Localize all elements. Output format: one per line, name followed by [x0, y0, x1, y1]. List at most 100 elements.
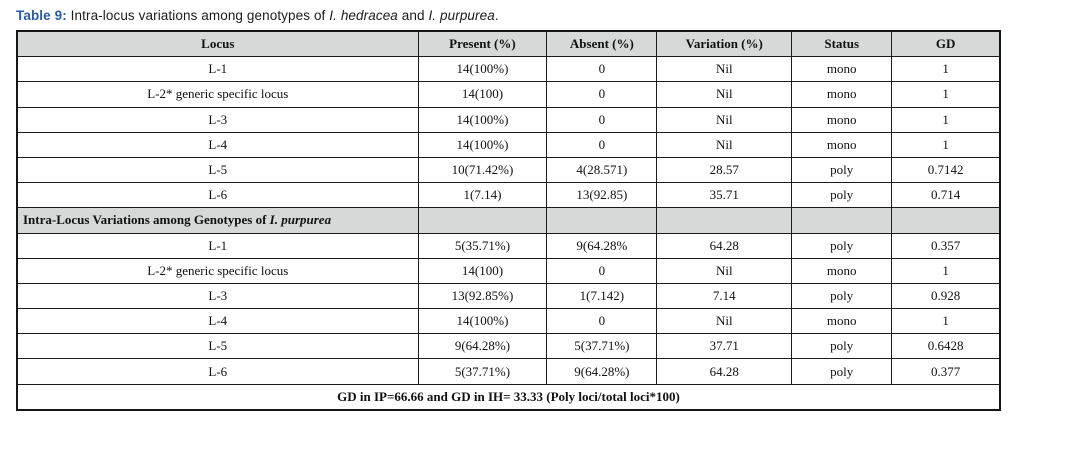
- cell-absent: 0: [546, 257, 658, 284]
- table-caption-text: Intra-locus variations among genotypes o…: [66, 8, 330, 23]
- column-header-status: Status: [791, 30, 893, 58]
- cell-status: poly: [791, 358, 893, 385]
- cell-absent: 0: [546, 131, 658, 158]
- cell-gd: 1: [891, 81, 1001, 108]
- cell-gd: 1: [891, 56, 1001, 83]
- cell-absent: 5(37.71%): [546, 333, 658, 360]
- species-name-purpurea: I. purpurea: [428, 8, 495, 23]
- cell-absent: 9(64.28%: [546, 232, 658, 259]
- table-body: L-1 14(100%) 0 Nil mono 1 L-2* generic specifi…: [16, 56, 1001, 411]
- cell-variation: 7.14: [656, 282, 793, 310]
- cell-absent: 0: [546, 81, 658, 108]
- cell-variation: Nil: [656, 106, 793, 133]
- table-caption-period: .: [494, 8, 499, 23]
- cell-variation: Nil: [656, 131, 793, 158]
- table-row: L-3 14(100%) 0 Nil mono 1: [16, 106, 1001, 133]
- cell-absent: 13(92.85): [546, 182, 658, 209]
- column-header-locus: Locus: [16, 30, 419, 58]
- cell-status: poly: [791, 232, 893, 259]
- cell-present: 10(71.42%): [417, 156, 548, 184]
- cell-locus: L-4: [16, 308, 419, 335]
- cell-absent: 9(64.28%): [546, 358, 658, 385]
- cell-present: 1(7.14): [417, 182, 548, 209]
- cell-present: 14(100): [417, 81, 548, 108]
- table-caption-label: Table 9:: [16, 8, 67, 23]
- cell-present: 14(100%): [417, 56, 548, 83]
- cell-status: poly: [791, 282, 893, 310]
- cell-locus: L-6: [16, 358, 419, 385]
- cell-present: 14(100): [417, 257, 548, 284]
- cell-status: mono: [791, 131, 893, 158]
- table-row: L-1 5(35.71%) 9(64.28% 64.28 poly 0.357: [16, 232, 1001, 259]
- cell-locus: L-3: [16, 106, 419, 133]
- cell-gd: 0.6428: [891, 333, 1001, 360]
- table-row: L-4 14(100%) 0 Nil mono 1: [16, 308, 1001, 335]
- cell-locus: L-2* generic specific locus: [16, 81, 419, 108]
- table-row: L-2* generic specific locus 14(100) 0 Nil mo…: [16, 81, 1001, 108]
- cell-locus: L-5: [16, 333, 419, 360]
- cell-locus: L-5: [16, 156, 419, 184]
- cell-locus: L-1: [16, 56, 419, 83]
- cell-gd: 1: [891, 131, 1001, 158]
- cell-absent: 4(28.571): [546, 156, 658, 184]
- table-row: L-4 14(100%) 0 Nil mono 1: [16, 131, 1001, 158]
- cell-variation: Nil: [656, 56, 793, 83]
- cell-gd: 0.377: [891, 358, 1001, 385]
- column-header-absent: Absent (%): [546, 30, 658, 58]
- cell-variation: 28.57: [656, 156, 793, 184]
- cell-locus: L-1: [16, 232, 419, 259]
- cell-variation: 37.71: [656, 333, 793, 360]
- section-header-cell: Intra-Locus Variations among Genotypes o…: [16, 207, 419, 234]
- cell-status: mono: [791, 81, 893, 108]
- cell-status: poly: [791, 333, 893, 360]
- section-empty-cell: [791, 207, 893, 234]
- section-header-text: Intra-Locus Variations among Genotypes o…: [23, 212, 270, 228]
- cell-status: poly: [791, 182, 893, 209]
- table-row: L-2* generic specific locus 14(100) 0 Nil mo…: [16, 257, 1001, 284]
- cell-gd: 1: [891, 257, 1001, 284]
- cell-variation: 35.71: [656, 182, 793, 209]
- cell-variation: 64.28: [656, 232, 793, 259]
- species-name-hedracea: I. hedracea: [329, 8, 398, 23]
- column-header-gd: GD: [891, 30, 1001, 58]
- cell-present: 14(100%): [417, 106, 548, 133]
- cell-gd: 1: [891, 106, 1001, 133]
- table-row: L-3 13(92.85%) 1(7.142) 7.14 poly 0.928: [16, 282, 1001, 310]
- table-row: L-5 9(64.28%) 5(37.71%) 37.71 poly 0.6428: [16, 333, 1001, 360]
- cell-status: poly: [791, 156, 893, 184]
- footer-row: GD in IP=66.66 and GD in IH= 33.33 (Poly…: [16, 383, 1001, 411]
- section-empty-cell: [417, 207, 548, 234]
- cell-locus: L-2* generic specific locus: [16, 257, 419, 284]
- cell-locus: L-4: [16, 131, 419, 158]
- header-row: Locus Present (%) Absent (%) Variation (%) S…: [16, 30, 1001, 58]
- cell-gd: 0.714: [891, 182, 1001, 209]
- cell-present: 14(100%): [417, 308, 548, 335]
- column-header-present: Present (%): [417, 30, 548, 58]
- table-row: L-5 10(71.42%) 4(28.571) 28.57 poly 0.7142: [16, 156, 1001, 184]
- cell-absent: 0: [546, 56, 658, 83]
- table-caption: Table 9: Intra-locus variations among ge…: [0, 0, 1066, 30]
- table-caption-and: and: [397, 8, 429, 23]
- cell-variation: Nil: [656, 257, 793, 284]
- cell-locus: L-6: [16, 182, 419, 209]
- cell-status: mono: [791, 257, 893, 284]
- section-empty-cell: [891, 207, 1001, 234]
- table-header: Locus Present (%) Absent (%) Variation (%) S…: [16, 30, 1001, 58]
- table-row: L-6 5(37.71%) 9(64.28%) 64.28 poly 0.377: [16, 358, 1001, 385]
- cell-locus: L-3: [16, 282, 419, 310]
- cell-present: 5(35.71%): [417, 232, 548, 259]
- section-empty-cell: [546, 207, 658, 234]
- cell-absent: 0: [546, 308, 658, 335]
- section-empty-cell: [656, 207, 793, 234]
- cell-present: 5(37.71%): [417, 358, 548, 385]
- cell-absent: 1(7.142): [546, 282, 658, 310]
- cell-gd: 0.7142: [891, 156, 1001, 184]
- cell-variation: Nil: [656, 308, 793, 335]
- table-row: L-1 14(100%) 0 Nil mono 1: [16, 56, 1001, 83]
- cell-present: 13(92.85%): [417, 282, 548, 310]
- column-header-variation: Variation (%): [656, 30, 793, 58]
- cell-present: 14(100%): [417, 131, 548, 158]
- cell-variation: Nil: [656, 81, 793, 108]
- section-header-row: Intra-Locus Variations among Genotypes o…: [16, 207, 1001, 234]
